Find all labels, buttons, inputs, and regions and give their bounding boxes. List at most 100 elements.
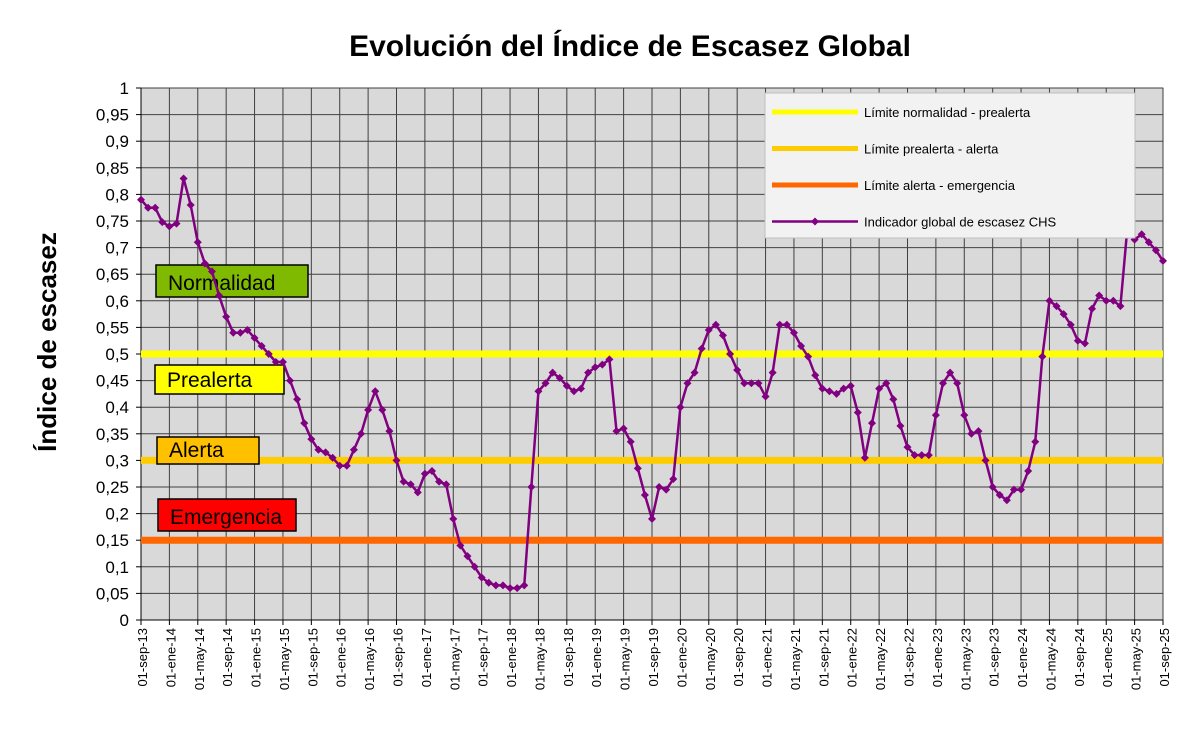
data-point <box>534 387 543 396</box>
data-point <box>960 411 969 420</box>
data-point <box>1038 352 1047 361</box>
x-tick-label: 01-sep-21 <box>816 628 831 687</box>
data-point <box>726 350 735 358</box>
y-tick-label: 0,7 <box>105 239 129 258</box>
data-point <box>740 379 749 388</box>
x-tick-label: 01-ene-15 <box>249 628 264 687</box>
x-tick-label: 01-may-24 <box>1043 628 1058 690</box>
data-point <box>1095 291 1104 300</box>
y-tick-label: 0,95 <box>96 106 129 125</box>
data-point <box>541 379 550 388</box>
x-tick-label: 01-ene-17 <box>419 628 434 687</box>
data-point <box>612 427 621 436</box>
data-point <box>562 381 571 390</box>
data-point <box>931 411 940 420</box>
data-point <box>406 480 415 489</box>
x-tick-label: 01-may-22 <box>873 628 888 690</box>
data-point <box>946 368 955 377</box>
legend-label: Límite normalidad - prealerta <box>864 105 1031 120</box>
data-point <box>392 456 401 465</box>
data-point <box>243 326 252 335</box>
data-point <box>413 488 422 497</box>
data-point <box>264 350 273 358</box>
data-point <box>137 195 145 204</box>
data-point <box>200 259 209 268</box>
y-axis-label: Índice de escasez <box>32 232 62 452</box>
x-tick-label: 01-may-21 <box>788 628 803 690</box>
data-point <box>548 368 557 377</box>
data-point <box>278 357 287 366</box>
y-axis: 0 0,05 0,1 0,15 0,2 0,25 0,3 0,35 0,4 0,45 0,5 0,55… <box>96 79 141 630</box>
data-point <box>882 379 891 388</box>
data-point <box>1045 296 1054 305</box>
data-point <box>307 435 316 444</box>
data-point <box>818 384 827 393</box>
data-point <box>690 368 699 377</box>
data-point <box>378 405 387 414</box>
data-point <box>868 419 877 428</box>
data-point <box>953 379 962 388</box>
data-point <box>172 219 181 228</box>
data-point <box>427 467 436 476</box>
x-tick-label: 01-sep-19 <box>646 628 661 687</box>
data-point <box>640 490 649 499</box>
data-point <box>456 541 465 550</box>
data-point <box>335 461 344 470</box>
series-group <box>137 174 1167 593</box>
data-point <box>371 387 380 396</box>
data-point <box>718 331 727 340</box>
data-point <box>591 363 600 372</box>
data-point <box>967 429 976 438</box>
x-tick-label: 01-ene-20 <box>674 628 689 687</box>
data-point <box>804 352 813 361</box>
data-point <box>875 384 884 393</box>
data-point <box>782 320 791 329</box>
x-tick-label: 01-ene-18 <box>504 628 519 687</box>
data-point <box>527 483 536 491</box>
data-point <box>839 384 848 393</box>
y-tick-label: 0,35 <box>96 425 129 444</box>
y-tick-label: 0,1 <box>105 558 129 577</box>
zone-box-normalidad <box>155 264 309 298</box>
data-point <box>825 387 834 396</box>
data-point <box>676 403 685 412</box>
data-point <box>477 573 486 582</box>
data-point <box>768 368 777 377</box>
data-point <box>1017 485 1026 494</box>
data-point <box>1144 238 1153 247</box>
data-point <box>385 427 394 436</box>
data-point <box>399 477 408 486</box>
data-point <box>662 485 671 494</box>
data-point <box>349 445 358 454</box>
y-tick-label: 0,9 <box>105 132 129 151</box>
x-tick-label: 01-sep-18 <box>561 628 576 687</box>
y-tick-label: 1 <box>120 79 129 98</box>
data-point <box>832 389 841 398</box>
data-point <box>711 320 720 329</box>
legend-marker <box>811 217 819 226</box>
data-point <box>860 453 869 462</box>
legend: Límite normalidad - prealerta Límite prea… <box>764 92 1136 239</box>
data-point <box>144 203 153 212</box>
data-point <box>207 267 216 276</box>
data-point <box>271 357 280 366</box>
x-tick-label: 01-ene-23 <box>930 628 945 687</box>
data-point <box>605 355 614 364</box>
x-tick-label: 01-may-17 <box>447 628 462 690</box>
data-point <box>463 552 472 561</box>
y-tick-label: 0,6 <box>105 292 129 311</box>
data-point <box>1151 246 1160 255</box>
data-point <box>1031 437 1040 446</box>
x-tick-label: 01-sep-13 <box>135 628 150 687</box>
y-tick-label: 0,5 <box>105 345 129 364</box>
y-tick-label: 0,25 <box>96 478 129 497</box>
data-point <box>811 371 820 380</box>
y-tick-label: 0 <box>120 611 129 630</box>
data-point <box>1073 336 1082 345</box>
x-tick-label: 01-may-25 <box>1129 628 1144 690</box>
data-point <box>420 469 429 478</box>
data-point <box>633 464 642 473</box>
data-point <box>1102 296 1111 305</box>
x-tick-label: 01-sep-23 <box>987 628 1002 687</box>
